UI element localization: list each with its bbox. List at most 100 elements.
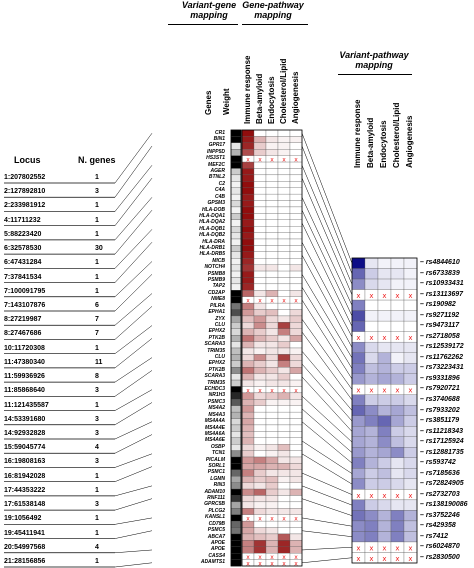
weight-cell — [230, 495, 242, 503]
gp-cell — [277, 540, 291, 547]
locus-connector — [114, 549, 153, 554]
weight-cell — [230, 399, 242, 406]
vp-cell — [364, 363, 379, 374]
gp-cell — [241, 174, 255, 182]
gp-cell — [265, 238, 279, 246]
weight-cell — [230, 379, 242, 387]
gp-cell — [289, 341, 303, 349]
gp-cell — [253, 450, 267, 458]
gp-cell — [241, 302, 255, 310]
gp-cell — [265, 482, 279, 490]
gp-cell — [241, 168, 255, 176]
locus-gene-count: 1 — [95, 202, 99, 210]
gene-label: MS4A3 — [208, 411, 225, 418]
gp-missing-mark: x — [270, 156, 274, 163]
vp-cell — [377, 447, 392, 458]
vp-cell — [390, 520, 405, 532]
gp-cell — [289, 181, 303, 188]
vp-cell — [364, 257, 379, 269]
gp-cell — [277, 399, 291, 406]
locus-position: 17:61538148 — [4, 501, 46, 509]
gp-cell — [253, 540, 267, 547]
gp-label-beta-amyloid: Beta-amyloid — [255, 73, 264, 124]
locus-gene-count: 4 — [95, 444, 99, 452]
locus-gene-count: 7 — [95, 330, 99, 338]
locus-position: 16:19808163 — [4, 458, 46, 466]
gp-cell — [277, 149, 291, 156]
vp-cell — [351, 426, 366, 437]
weight-cell — [230, 546, 242, 554]
rsid-label: – rs11218343 — [420, 427, 464, 435]
locus-gene-count: 1 — [95, 558, 99, 565]
gp-cell — [289, 283, 303, 291]
weight-cell — [230, 508, 242, 515]
locus-connector — [114, 165, 153, 212]
gp-cell — [265, 411, 279, 419]
gp-cell — [277, 546, 291, 554]
gp-cell — [253, 495, 267, 503]
vp-cell — [377, 531, 392, 543]
gp-cell — [289, 213, 303, 220]
variant-connector — [301, 517, 353, 527]
gp-cell — [253, 508, 267, 515]
gp-cell — [241, 546, 255, 554]
weight-cell — [230, 258, 242, 265]
gp-cell — [277, 270, 291, 278]
locus-connector — [114, 261, 153, 297]
vp-cell — [390, 257, 405, 269]
gp-cell — [253, 392, 267, 400]
locus-position: 14:53391680 — [4, 415, 46, 423]
gp-cell — [289, 149, 303, 156]
gene-label: PSMB8 — [207, 270, 225, 277]
gene-label: CD79B — [208, 520, 225, 527]
vp-cell — [377, 352, 392, 364]
gp-cell — [241, 264, 255, 272]
gene-label: CLU — [214, 321, 225, 328]
locus-gene-count: 1 — [95, 230, 99, 238]
vp-missing-mark: x — [395, 492, 399, 500]
vp-cell — [390, 499, 405, 511]
vp-label-endocytosis: Endocytosis — [379, 120, 388, 168]
rsid-label: – rs13113697 — [420, 290, 464, 298]
weight-cell — [230, 553, 242, 560]
locus-gene-count: 1 — [95, 273, 99, 281]
vp-cell — [403, 341, 418, 353]
gp-cell — [289, 142, 303, 150]
weight-cell — [230, 444, 242, 451]
vp-missing-mark: x — [382, 387, 386, 395]
gene-label: AGER — [210, 168, 225, 175]
n-genes-header: N. genes — [78, 155, 116, 165]
locus-gene-count: 1 — [95, 174, 99, 181]
gp-cell — [277, 392, 291, 400]
locus-gene-count: 1 — [95, 259, 99, 267]
gp-missing-mark: x — [258, 298, 262, 305]
vp-cell — [390, 457, 405, 469]
weight-cell — [230, 431, 242, 438]
locus-position: 20:54997568 — [4, 543, 46, 551]
locus-position: 4:11711232 — [4, 216, 41, 224]
gene-label: ADAM10 — [204, 488, 225, 495]
gp-missing-mark: x — [246, 554, 250, 561]
variant-connector — [301, 331, 353, 401]
vp-cell — [351, 394, 366, 406]
gp-cell — [289, 232, 303, 240]
vp-cell — [364, 373, 379, 385]
variant-connector — [301, 274, 353, 359]
gp-cell — [253, 520, 267, 528]
gp-cell — [277, 245, 291, 252]
gp-cell — [289, 187, 303, 195]
vp-label-immune: Immune response — [353, 99, 362, 168]
gp-cell — [265, 174, 279, 182]
gp-cell — [289, 206, 303, 214]
vp-cell — [377, 478, 392, 490]
gp-cell — [277, 379, 291, 387]
rsid-label: – rs3740688 — [420, 395, 460, 403]
locus-connector — [114, 357, 153, 383]
vp-cell — [390, 531, 405, 543]
gp-cell — [241, 424, 255, 432]
gp-cell — [253, 335, 267, 342]
gp-cell — [253, 411, 267, 419]
vp-missing-mark: x — [382, 334, 386, 342]
vp-cell — [377, 436, 392, 448]
gp-missing-mark: x — [294, 560, 298, 567]
